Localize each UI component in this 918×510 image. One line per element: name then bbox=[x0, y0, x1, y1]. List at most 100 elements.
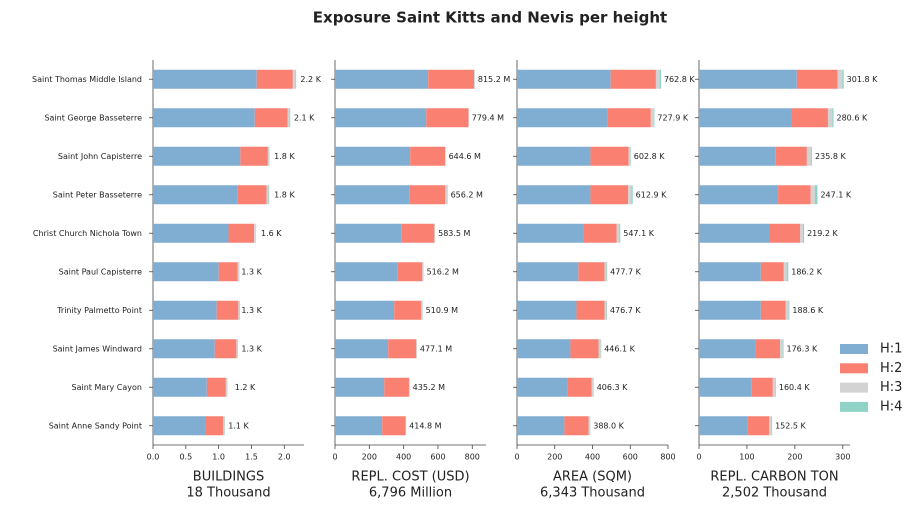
bar-segment bbox=[228, 223, 255, 243]
bar-segment bbox=[778, 185, 811, 205]
bar-segment bbox=[699, 185, 779, 205]
bar-segment bbox=[747, 416, 769, 436]
bar-segment bbox=[216, 300, 239, 320]
total-label: 1.8 K bbox=[274, 190, 295, 199]
total-label: 247.1 K bbox=[820, 190, 851, 199]
bar-segment bbox=[604, 262, 607, 282]
bar-segment bbox=[401, 223, 435, 243]
bar-segment bbox=[409, 185, 446, 205]
y-tick-label: Saint Mary Cayon bbox=[71, 383, 142, 392]
total-label: 583.5 M bbox=[438, 229, 470, 238]
bar-segment bbox=[606, 262, 608, 282]
total-label: 815.2 M bbox=[478, 75, 510, 84]
bar-segment bbox=[610, 69, 656, 89]
total-label: 762.8 K bbox=[664, 75, 695, 84]
bar-segment bbox=[384, 377, 409, 397]
bar-segment bbox=[576, 300, 605, 320]
bar-segment bbox=[806, 146, 812, 166]
bar-segment bbox=[578, 262, 605, 282]
total-label: 1.3 K bbox=[241, 344, 262, 353]
bar-segment bbox=[771, 416, 773, 436]
legend-swatch bbox=[840, 382, 868, 393]
bar-segment bbox=[206, 377, 226, 397]
bar-segment bbox=[266, 185, 269, 205]
bar-segment bbox=[650, 108, 654, 128]
bar-segment bbox=[827, 108, 833, 128]
bar-segment bbox=[153, 262, 219, 282]
bar-segment bbox=[699, 108, 792, 128]
legend-swatch bbox=[840, 363, 868, 374]
x-tick-label: 1.0 bbox=[212, 453, 225, 462]
bar-segment bbox=[236, 339, 238, 359]
chart-title: Exposure Saint Kitts and Nevis per heigh… bbox=[313, 9, 667, 27]
bar-segment bbox=[422, 262, 424, 282]
bar-segment bbox=[788, 300, 790, 320]
legend-label: H:3 bbox=[880, 380, 902, 395]
bar-segment bbox=[653, 108, 655, 128]
legend-label: H:1 bbox=[880, 342, 902, 357]
total-label: 1.6 K bbox=[261, 229, 282, 238]
bar-segment bbox=[517, 185, 591, 205]
y-tick-label: Saint Anne Sandy Point bbox=[49, 421, 142, 430]
total-label: 477.7 K bbox=[610, 267, 641, 276]
bar-segment bbox=[153, 185, 238, 205]
bar-segment bbox=[517, 300, 577, 320]
total-label: 280.6 K bbox=[837, 113, 868, 122]
total-label: 644.6 M bbox=[449, 152, 481, 161]
bar-segment bbox=[588, 416, 590, 436]
total-label: 1.3 K bbox=[241, 267, 262, 276]
bar-segment bbox=[619, 223, 621, 243]
bar-segment bbox=[760, 262, 784, 282]
bar-segment bbox=[517, 262, 579, 282]
x-axis-total: 18 Thousand bbox=[186, 486, 270, 501]
bar-segment bbox=[289, 108, 291, 128]
bar-segment bbox=[335, 108, 427, 128]
total-label: 779.4 M bbox=[472, 113, 504, 122]
bar-segment bbox=[287, 108, 290, 128]
x-axis-total: 2,502 Thousand bbox=[722, 486, 827, 501]
bar-segment bbox=[598, 339, 601, 359]
x-tick-label: 800 bbox=[465, 453, 480, 462]
x-tick-label: 2.0 bbox=[278, 453, 291, 462]
bar-segment bbox=[153, 300, 217, 320]
bar-segment bbox=[768, 416, 772, 436]
bar-segment bbox=[791, 108, 828, 128]
bar-segment bbox=[223, 416, 225, 436]
bar-segment bbox=[335, 339, 389, 359]
x-axis-total: 6,796 Million bbox=[369, 486, 452, 501]
x-tick-label: 200 bbox=[547, 453, 562, 462]
y-tick-label: Saint George Basseterre bbox=[44, 113, 142, 122]
x-tick-label: 0 bbox=[332, 453, 337, 462]
bar-segment bbox=[803, 223, 805, 243]
x-tick-label: 1.5 bbox=[245, 453, 258, 462]
bar-segment bbox=[699, 69, 797, 89]
bar-segment bbox=[631, 185, 633, 205]
bar-segment bbox=[699, 416, 748, 436]
bar-segment bbox=[768, 223, 801, 243]
bar-segment bbox=[832, 108, 834, 128]
total-label: 301.8 K bbox=[847, 75, 878, 84]
bar-segment bbox=[810, 185, 816, 205]
bar-segment bbox=[699, 262, 761, 282]
bar-segment bbox=[474, 69, 475, 89]
bar-segment bbox=[699, 223, 769, 243]
bar-segment bbox=[517, 339, 571, 359]
bar-segment bbox=[225, 377, 228, 397]
y-tick-label: Christ Church Nichola Town bbox=[33, 229, 142, 238]
bar-segment bbox=[517, 146, 591, 166]
total-label: 612.9 K bbox=[636, 190, 667, 199]
x-tick-label: 200 bbox=[787, 453, 802, 462]
total-label: 510.9 M bbox=[426, 306, 458, 315]
total-label: 446.1 K bbox=[604, 344, 635, 353]
bar-segment bbox=[607, 108, 651, 128]
bar-segment bbox=[153, 377, 207, 397]
total-label: 602.8 K bbox=[634, 152, 665, 161]
bar-segment bbox=[775, 146, 807, 166]
y-tick-label: Trinity Palmetto Point bbox=[56, 306, 142, 315]
total-label: 160.4 K bbox=[779, 383, 810, 392]
x-tick-label: 300 bbox=[835, 453, 850, 462]
total-label: 1.1 K bbox=[228, 421, 249, 430]
bar-segment bbox=[785, 300, 789, 320]
total-label: 1.8 K bbox=[274, 152, 295, 161]
